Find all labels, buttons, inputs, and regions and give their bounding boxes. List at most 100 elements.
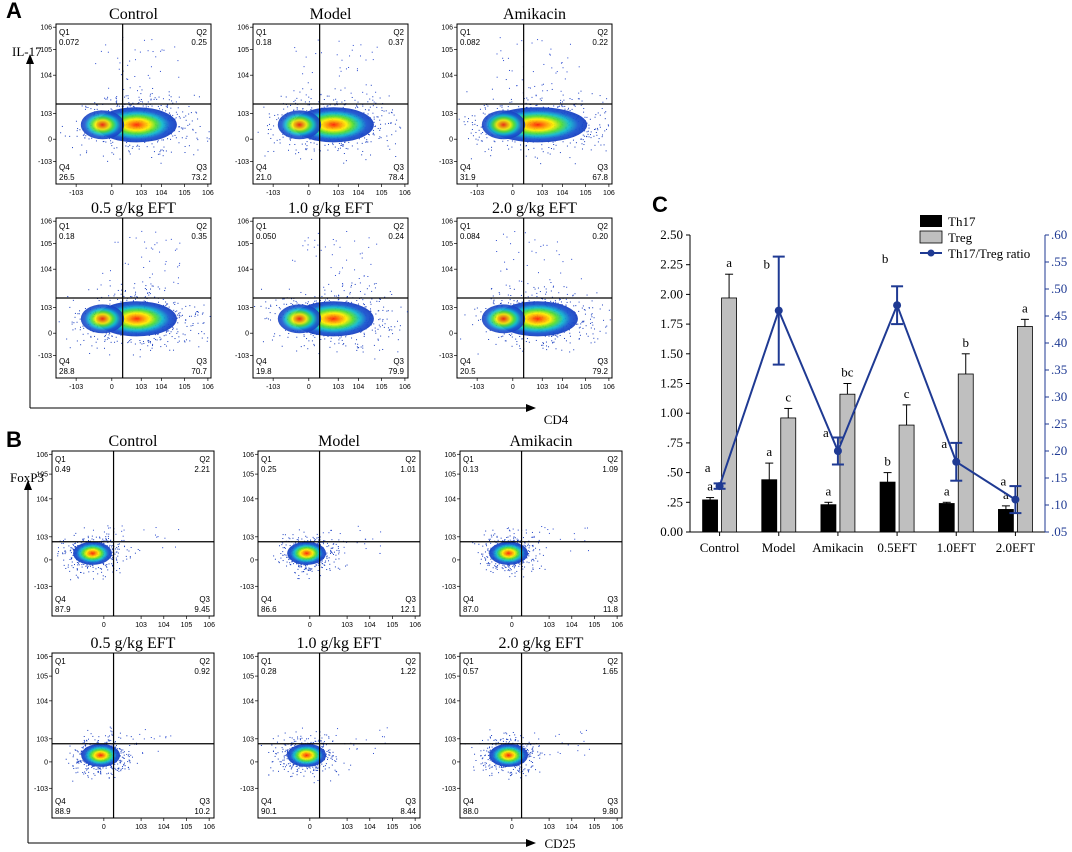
a-event-dot: [472, 124, 474, 126]
a-event-dot: [587, 133, 589, 135]
a-event-dot: [515, 338, 517, 340]
b-plot-frame: [459, 450, 623, 617]
b-event-dot: [297, 568, 299, 570]
b-event-dot: [356, 542, 358, 544]
a-event-dot: [516, 43, 518, 45]
a-event-dot: [492, 98, 494, 100]
b-event-dot: [80, 572, 82, 574]
b-event-dot: [517, 529, 519, 531]
a-event-dot: [336, 351, 338, 353]
a-event-dot: [145, 106, 147, 108]
b-event-dot: [111, 554, 113, 556]
b-event-dot: [81, 566, 83, 568]
b-event-dot: [507, 536, 509, 538]
a-event-dot: [373, 118, 375, 120]
a-event-dot: [192, 324, 194, 326]
a-event-dot: [145, 285, 147, 287]
a-x-tick-label: 104: [156, 384, 168, 391]
a-x-tick-label: 105: [179, 190, 191, 197]
a-event-dot: [134, 76, 136, 78]
b-event-dot: [91, 535, 93, 537]
b-event-dot: [532, 558, 534, 560]
a-event-dot: [505, 284, 507, 286]
a-event-dot: [177, 322, 179, 324]
a-event-dot: [153, 151, 155, 153]
a-event-dot: [489, 329, 491, 331]
a-event-dot: [546, 244, 548, 246]
b-event-dot: [309, 567, 311, 569]
b-quadrant-name: Q1: [55, 455, 66, 464]
a-event-dot: [381, 107, 383, 109]
a-event-dot: [114, 341, 116, 343]
b-event-dot: [301, 566, 303, 568]
a-event-dot: [362, 105, 364, 107]
b-event-dot: [103, 563, 105, 565]
a-event-dot: [82, 333, 84, 335]
b-event-dot: [372, 538, 374, 540]
a-event-dot: [540, 163, 542, 165]
a-event-dot: [203, 322, 205, 324]
b-event-dot: [114, 553, 116, 555]
b-event-dot: [488, 550, 490, 552]
a-quadrant-value: 0.082: [460, 38, 481, 47]
a-event-dot: [132, 300, 134, 302]
a-event-dot: [526, 338, 528, 340]
a-event-dot: [392, 333, 394, 335]
a-event-dot: [173, 309, 175, 311]
a-event-dot: [572, 294, 574, 296]
a-event-dot: [107, 51, 109, 53]
a-event-dot: [580, 104, 582, 106]
a-y-tick-label: 103: [441, 111, 453, 118]
a-event-dot: [165, 105, 167, 107]
a-x-tick-label: -103: [470, 190, 484, 197]
a-event-dot: [535, 104, 537, 106]
a-event-dot: [514, 231, 516, 233]
a-event-dot: [542, 298, 544, 300]
a-event-dot: [480, 133, 482, 135]
a-event-dot: [555, 301, 557, 303]
a-event-dot: [172, 329, 174, 331]
b-event-dot: [70, 549, 72, 551]
b-event-dot: [335, 543, 337, 545]
a-quadrant-name: Q4: [59, 163, 70, 172]
b-event-dot: [300, 565, 302, 567]
b-event-dot: [83, 538, 85, 540]
b-event-dot: [284, 554, 286, 556]
a-event-dot: [181, 137, 183, 139]
a-event-dot: [583, 320, 585, 322]
a-event-dot: [571, 98, 573, 100]
b-plot-frame: [257, 450, 421, 617]
a-event-dot: [303, 66, 305, 68]
a-event-dot: [174, 303, 176, 305]
a-event-dot: [345, 301, 347, 303]
a-event-dot: [502, 109, 504, 111]
b-event-dot: [82, 538, 84, 540]
a-event-dot: [276, 139, 278, 141]
a-event-dot: [476, 143, 478, 145]
a-event-dot: [374, 126, 376, 128]
b-event-dot: [337, 567, 339, 569]
a-event-dot: [390, 111, 392, 113]
b-event-dot: [106, 533, 108, 535]
a-event-dot: [116, 98, 118, 100]
a-event-dot: [292, 259, 294, 261]
a-event-dot: [104, 97, 106, 99]
a-event-dot: [579, 331, 581, 333]
b-event-dot: [157, 536, 159, 538]
a-event-dot: [282, 136, 284, 138]
a-event-dot: [126, 78, 128, 80]
a-event-dot: [333, 244, 335, 246]
a-event-dot: [593, 135, 595, 137]
b-event-dot: [78, 561, 80, 563]
b-event-dot: [335, 558, 337, 560]
b-event-dot: [71, 547, 73, 549]
a-event-dot: [295, 149, 297, 151]
a-event-dot: [313, 142, 315, 144]
a-event-dot: [575, 305, 577, 307]
a-event-dot: [273, 335, 275, 337]
a-y-tick-label: 104: [441, 73, 453, 80]
a-event-dot: [123, 88, 125, 90]
a-event-dot: [496, 53, 498, 55]
a-event-dot: [117, 241, 119, 243]
